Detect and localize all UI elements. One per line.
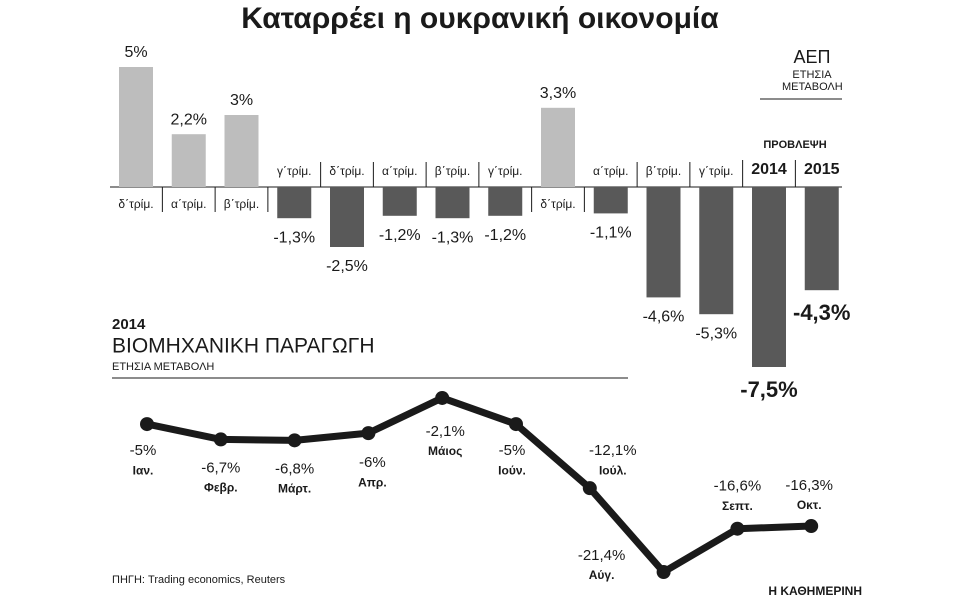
bar bbox=[593, 187, 628, 214]
point bbox=[213, 432, 228, 447]
value-label: -6,8% bbox=[275, 460, 314, 477]
value-label: -16,6% bbox=[714, 478, 762, 495]
bar bbox=[382, 187, 417, 216]
brand: Η ΚΑΘΗΜΕΡΙΝΗ bbox=[768, 584, 862, 598]
category-label: Ιούν. bbox=[498, 463, 526, 477]
category-label: γ΄τρίμ. bbox=[488, 164, 522, 178]
category-label: β΄τρίμ. bbox=[224, 197, 259, 211]
point bbox=[361, 426, 376, 441]
category-label: β΄τρίμ. bbox=[646, 164, 681, 178]
line-title: 2014 bbox=[112, 316, 146, 333]
value-label: -1,3% bbox=[432, 229, 474, 246]
category-label: 2014 bbox=[751, 161, 787, 178]
category-label: β΄τρίμ. bbox=[435, 164, 470, 178]
bar bbox=[277, 187, 312, 219]
bar bbox=[330, 187, 364, 247]
value-label: -2,1% bbox=[426, 423, 465, 440]
category-label: δ΄τρίμ. bbox=[329, 164, 364, 178]
bar bbox=[541, 107, 575, 187]
point bbox=[140, 417, 154, 432]
bar-subtitle-box: ΕΤΗΣΙΑ ΜΕΤΑΒΟΛΗ bbox=[782, 69, 843, 93]
value-label: -12,1% bbox=[589, 442, 637, 459]
bar bbox=[699, 187, 734, 315]
point bbox=[435, 390, 450, 405]
title: Καταρρέει η ουκρανική οικονομία bbox=[241, 2, 719, 35]
category-label: Απρ. bbox=[358, 475, 387, 489]
value-label: -5% bbox=[499, 442, 526, 459]
value-label: 3% bbox=[230, 92, 253, 109]
value-label: -1,2% bbox=[484, 227, 526, 244]
line-subtitle: ΒΙΟΜΗΧΑΝΙΚΗ ΠΑΡΑΓΩΓΗ bbox=[112, 335, 374, 358]
bar bbox=[752, 187, 786, 367]
category-label: δ΄τρίμ. bbox=[540, 197, 575, 211]
category-label: 2015 bbox=[804, 161, 840, 178]
point bbox=[509, 417, 523, 432]
line-note: ΕΤΗΣΙΑ ΜΕΤΑΒΟΛΗ bbox=[112, 361, 214, 373]
category-label: Μάρτ. bbox=[278, 482, 311, 496]
category-label: δ΄τρίμ. bbox=[118, 197, 153, 211]
point bbox=[804, 519, 819, 534]
value-label: -5,3% bbox=[695, 325, 737, 342]
value-label: -1,2% bbox=[379, 227, 421, 244]
point bbox=[287, 433, 302, 448]
category-label: Σεπτ. bbox=[722, 499, 753, 513]
category-label: Ιαν. bbox=[133, 463, 154, 477]
value-label: 2,2% bbox=[171, 111, 207, 128]
value-label: -5% bbox=[130, 442, 157, 459]
value-label: -4,6% bbox=[643, 309, 685, 326]
point bbox=[582, 481, 597, 496]
value-label: -16,3% bbox=[785, 477, 833, 494]
bar bbox=[171, 134, 206, 187]
value-label: -4,3% bbox=[793, 300, 850, 325]
point bbox=[730, 521, 745, 536]
category-label: γ΄τρίμ. bbox=[699, 164, 733, 178]
category-label: Φεβρ. bbox=[204, 481, 238, 495]
bar-subtitle: ΕΤΗΣΙΑ ΜΕΤΑΒΟΛΗ bbox=[782, 69, 843, 93]
value-label: 3,3% bbox=[540, 85, 576, 102]
source: ΠΗΓΗ: Trading economics, Reuters bbox=[112, 574, 286, 586]
category-label: α΄τρίμ. bbox=[382, 164, 417, 178]
category-label: α΄τρίμ. bbox=[593, 164, 628, 178]
value-label: -1,3% bbox=[273, 229, 315, 246]
value-label: -21,4% bbox=[578, 547, 626, 564]
category-label: Ιούλ. bbox=[599, 463, 627, 477]
line bbox=[146, 394, 812, 576]
category-label: α΄τρίμ. bbox=[171, 197, 206, 211]
value-label: -2,5% bbox=[326, 258, 368, 275]
bar bbox=[119, 67, 153, 187]
category-label: γ΄τρίμ. bbox=[277, 164, 311, 178]
value-label: -6% bbox=[359, 454, 386, 471]
point bbox=[656, 565, 671, 580]
bar-title: ΑΕΠ bbox=[793, 47, 830, 67]
value-label: 5% bbox=[124, 44, 147, 61]
bar bbox=[804, 187, 839, 291]
value-label: -1,1% bbox=[590, 225, 632, 242]
forecast-label: ΠΡΟΒΛΕΨΗ bbox=[763, 139, 826, 151]
bar bbox=[435, 187, 470, 219]
category-label: Οκτ. bbox=[797, 498, 822, 512]
value-label: -7,5% bbox=[740, 377, 797, 402]
category-label: Αύγ. bbox=[589, 568, 615, 582]
bar bbox=[488, 187, 523, 216]
bar bbox=[646, 187, 681, 298]
category-label: Μάιος bbox=[428, 444, 462, 458]
bar bbox=[224, 115, 259, 187]
value-label: -6,7% bbox=[201, 459, 240, 476]
